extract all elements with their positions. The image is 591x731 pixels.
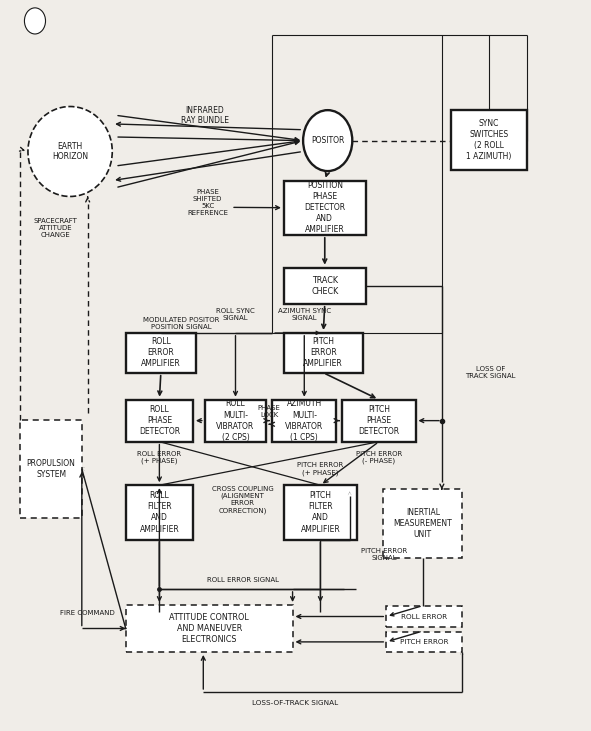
Text: AZIMUTH SYNC
SIGNAL: AZIMUTH SYNC SIGNAL [278, 308, 331, 321]
Bar [284, 181, 366, 235]
Text: POSITOR: POSITOR [311, 136, 345, 145]
Text: MODULATED POSITOR
POSITION SIGNAL: MODULATED POSITOR POSITION SIGNAL [143, 317, 219, 330]
Text: PITCH
PHASE
DETECTOR: PITCH PHASE DETECTOR [358, 405, 400, 436]
Text: PITCH ERROR: PITCH ERROR [400, 639, 449, 645]
Text: INERTIAL
MEASUREMENT
UNIT: INERTIAL MEASUREMENT UNIT [394, 508, 452, 539]
Bar [284, 333, 363, 373]
Bar [126, 485, 193, 539]
Text: LOSS OF
TRACK SIGNAL: LOSS OF TRACK SIGNAL [465, 366, 516, 379]
Text: ROLL ERROR
(+ PHASE): ROLL ERROR (+ PHASE) [137, 451, 181, 464]
Circle shape [24, 8, 46, 34]
Bar [272, 400, 336, 442]
Bar [284, 268, 366, 304]
Text: LOSS-OF-TRACK SIGNAL: LOSS-OF-TRACK SIGNAL [252, 700, 339, 706]
Text: CROSS COUPLING
(ALIGNMENT
ERROR
CORRECTION): CROSS COUPLING (ALIGNMENT ERROR CORRECTI… [212, 485, 274, 514]
Bar [20, 420, 82, 518]
Text: ATTITUDE CONTROL
AND MANEUVER
ELECTRONICS: ATTITUDE CONTROL AND MANEUVER ELECTRONIC… [169, 613, 249, 644]
Text: ROLL ERROR SIGNAL: ROLL ERROR SIGNAL [207, 577, 279, 583]
Bar [204, 400, 266, 442]
Text: ROLL ERROR: ROLL ERROR [401, 613, 447, 619]
Text: PITCH ERROR
SIGNAL: PITCH ERROR SIGNAL [361, 548, 408, 561]
Text: PITCH
FILTER
AND
AMPLIFIER: PITCH FILTER AND AMPLIFIER [300, 491, 340, 534]
Circle shape [303, 110, 352, 171]
Text: INFRARED
RAY BUNDLE: INFRARED RAY BUNDLE [181, 105, 229, 125]
Bar [284, 485, 357, 539]
Text: SPACECRAFT
ATTITUDE
CHANGE: SPACECRAFT ATTITUDE CHANGE [34, 218, 77, 238]
Bar [384, 489, 462, 558]
Bar [387, 632, 462, 652]
Text: POSITION
PHASE
DETECTOR
AND
AMPLIFIER: POSITION PHASE DETECTOR AND AMPLIFIER [304, 181, 345, 235]
Text: ROLL
FILTER
AND
AMPLIFIER: ROLL FILTER AND AMPLIFIER [139, 491, 179, 534]
Text: SYNC
SWITCHES
(2 ROLL
1 AZIMUTH): SYNC SWITCHES (2 ROLL 1 AZIMUTH) [466, 118, 511, 161]
Bar [451, 110, 527, 170]
Text: FIRE COMMAND: FIRE COMMAND [60, 610, 115, 616]
Text: AZIMUTH
MULTI-
VIBRATOR
(1 CPS): AZIMUTH MULTI- VIBRATOR (1 CPS) [285, 399, 323, 442]
Text: ROLL
MULTI-
VIBRATOR
(2 CPS): ROLL MULTI- VIBRATOR (2 CPS) [216, 399, 255, 442]
Bar [126, 400, 193, 442]
Text: ROLL SYNC
SIGNAL: ROLL SYNC SIGNAL [216, 308, 255, 321]
Bar [126, 605, 293, 652]
Text: PROPULSION
SYSTEM: PROPULSION SYSTEM [27, 459, 76, 479]
Text: PITCH ERROR
(+ PHASE): PITCH ERROR (+ PHASE) [297, 463, 343, 476]
Bar [342, 400, 415, 442]
Text: PHASE
SHIFTED
5KC
REFERENCE: PHASE SHIFTED 5KC REFERENCE [187, 189, 228, 216]
Text: ROLL
ERROR
AMPLIFIER: ROLL ERROR AMPLIFIER [141, 337, 181, 368]
Text: TRACK
CHECK: TRACK CHECK [311, 276, 339, 296]
Text: PITCH
ERROR
AMPLIFIER: PITCH ERROR AMPLIFIER [303, 337, 343, 368]
Text: EARTH
HORIZON: EARTH HORIZON [52, 142, 88, 162]
Text: ROLL
PHASE
DETECTOR: ROLL PHASE DETECTOR [139, 405, 180, 436]
Ellipse shape [28, 107, 112, 197]
Bar [126, 333, 196, 373]
Text: PITCH ERROR
(- PHASE): PITCH ERROR (- PHASE) [356, 451, 402, 464]
Bar [387, 606, 462, 626]
Text: PHASE
LOCK: PHASE LOCK [258, 406, 281, 418]
